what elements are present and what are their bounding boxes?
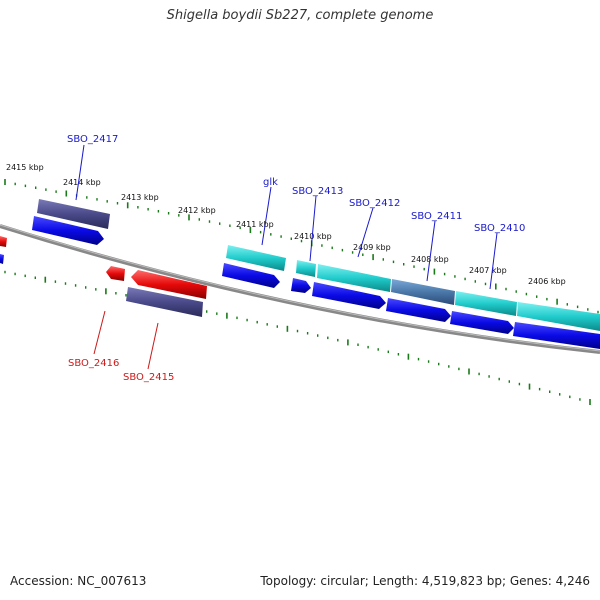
gene-label[interactable]: SBO_2412 — [349, 198, 400, 209]
genome-backbone-highlight — [0, 224, 600, 352]
gene-sbo-2413[interactable] — [291, 260, 316, 293]
cds-forward[interactable] — [222, 263, 280, 288]
gene-label[interactable]: SBO_2416 — [68, 358, 119, 369]
gene-label[interactable]: SBO_2415 — [123, 372, 174, 383]
gene-label[interactable]: SBO_2413 — [292, 186, 343, 197]
kbp-label: 2413 kbp — [121, 193, 159, 202]
gene-sbo-2411[interactable] — [386, 279, 455, 322]
gene-label[interactable]: SBO_2410 — [474, 223, 525, 234]
partial-features-left — [0, 236, 7, 264]
cds-reverse[interactable] — [106, 266, 125, 281]
gene-label[interactable]: SBO_2417 — [67, 134, 118, 145]
gene-sbo-2417[interactable] — [32, 199, 110, 245]
gene-sbo-2415[interactable] — [126, 270, 207, 317]
cds-forward[interactable] — [312, 282, 386, 309]
gene-partial-right[interactable] — [513, 302, 600, 349]
gene-label[interactable]: glk — [263, 177, 278, 188]
page-title: Shigella boydii Sb227, complete genome — [166, 8, 434, 23]
gene-label[interactable]: SBO_2411 — [411, 211, 462, 222]
label-leaders — [75, 144, 498, 370]
kbp-label: 2412 kbp — [178, 206, 216, 215]
gene-sbo-2412[interactable] — [312, 264, 391, 309]
accession-text: Accession: NC_007613 — [10, 574, 147, 588]
cds-forward[interactable] — [513, 322, 600, 349]
kbp-label: 2407 kbp — [469, 266, 507, 275]
genome-backbone — [0, 224, 600, 354]
gene-sbo-2416[interactable] — [106, 266, 125, 281]
gene-sbo-2410[interactable] — [450, 291, 517, 334]
cds-forward[interactable] — [386, 298, 451, 322]
gene-labels: SBO_2417 glk SBO_2413 SBO_2412 SBO_2411 … — [67, 134, 525, 383]
cds-forward-partial[interactable] — [0, 254, 4, 264]
cds-forward[interactable] — [32, 216, 104, 245]
lower-tick-ring — [4, 270, 591, 405]
cds-forward[interactable] — [291, 278, 311, 293]
upper-tick-ring — [4, 179, 599, 314]
cds-forward[interactable] — [450, 311, 514, 334]
kbp-label: 2411 kbp — [236, 220, 274, 229]
kbp-label: 2410 kbp — [294, 232, 332, 241]
gene-glk[interactable] — [222, 245, 286, 288]
kbp-label: 2409 kbp — [353, 243, 391, 252]
kbp-label: 2406 kbp — [528, 277, 566, 286]
kbp-label: 2415 kbp — [6, 163, 44, 172]
kbp-label: 2414 kbp — [63, 178, 101, 187]
genome-summary-text: Topology: circular; Length: 4,519,823 bp… — [260, 574, 590, 588]
cds-reverse-partial[interactable] — [0, 236, 7, 247]
cds-reverse[interactable] — [131, 270, 207, 299]
